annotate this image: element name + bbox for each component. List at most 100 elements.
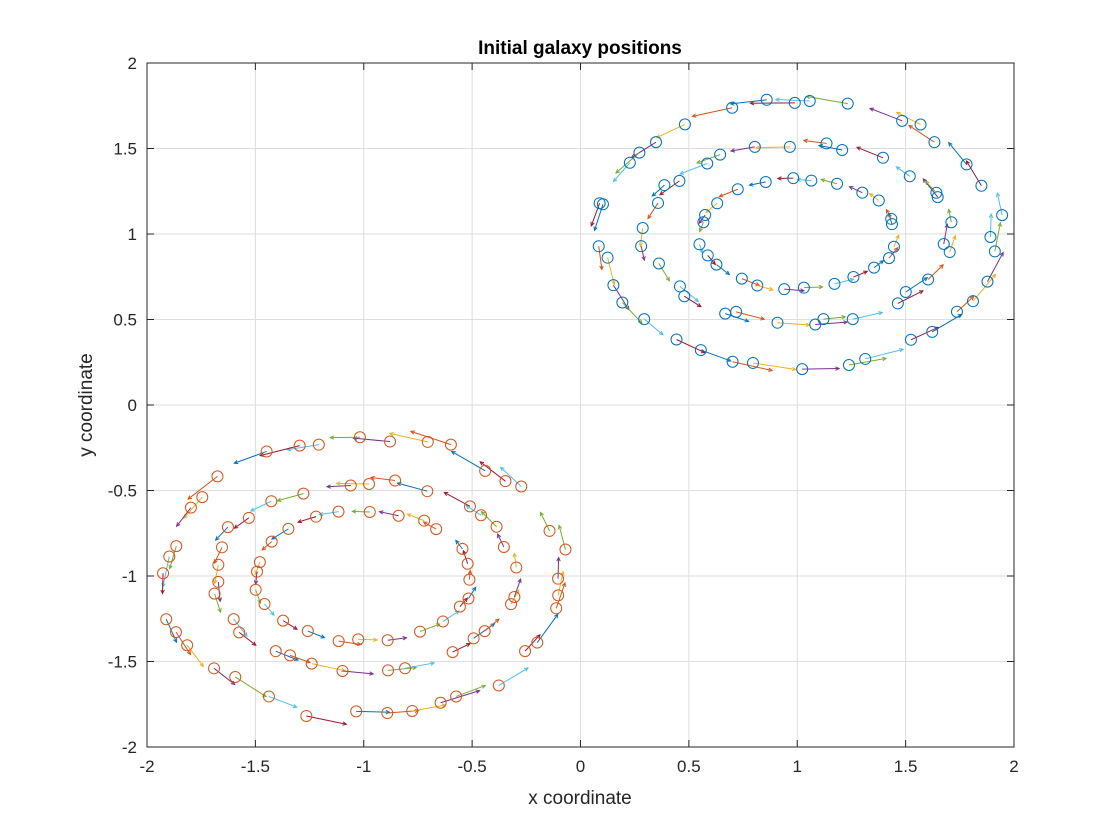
velocity-vector [255, 571, 258, 585]
velocity-arrowhead [774, 97, 780, 102]
velocity-arrowhead [768, 367, 774, 372]
galaxy-point [846, 313, 859, 326]
galaxy-point [436, 615, 449, 628]
galaxy-point [389, 474, 402, 487]
galaxy-point [710, 258, 723, 271]
velocity-arrowhead [658, 330, 664, 336]
galaxy-point [559, 543, 572, 556]
galaxy-point [697, 216, 710, 229]
galaxy-point [678, 290, 691, 303]
velocity-arrowhead [385, 709, 391, 715]
galaxy-point [803, 95, 816, 108]
galaxy-point [751, 279, 764, 292]
velocity-arrowhead [952, 234, 957, 240]
velocity-arrowhead [373, 637, 379, 643]
velocity-vector [594, 204, 604, 231]
galaxy-point [904, 333, 917, 346]
galaxy-point [344, 479, 357, 492]
velocity-arrowhead [641, 256, 646, 262]
galaxy-point [872, 194, 885, 207]
galaxy-point [392, 509, 405, 522]
galaxy-point [382, 664, 395, 677]
velocity-vector [705, 202, 718, 213]
y-tick-label: -0.5 [108, 482, 137, 501]
velocity-arrowhead [213, 579, 218, 585]
velocity-arrowhead [665, 276, 670, 282]
velocity-vector [497, 533, 505, 548]
velocity-vector [736, 311, 765, 320]
velocity-vector [214, 564, 219, 584]
velocity-vector [752, 362, 796, 371]
velocity-arrowhead [561, 581, 566, 587]
velocity-arrowhead [651, 192, 657, 197]
galaxy-point [926, 325, 939, 338]
velocity-vector [927, 264, 944, 280]
galaxy-point [996, 209, 1009, 222]
velocity-arrowhead [554, 613, 559, 619]
galaxy-point [550, 602, 563, 615]
velocity-vector [468, 570, 471, 580]
velocity-arrowhead [402, 636, 408, 641]
galaxy-point [421, 435, 434, 448]
velocity-arrowhead [556, 556, 561, 562]
galaxy-point [885, 218, 898, 231]
velocity-vector [513, 578, 522, 598]
velocity-arrowhead [718, 193, 724, 198]
velocity-arrowhead [868, 192, 874, 198]
velocity-arrowhead [466, 643, 472, 647]
velocity-vector [389, 432, 428, 443]
galaxy-point [352, 633, 365, 646]
galaxy-point [251, 565, 264, 578]
galaxy-point [788, 96, 801, 109]
galaxy-point [836, 144, 849, 157]
galaxy-point [937, 238, 950, 251]
velocity-arrowhead [895, 111, 901, 116]
velocity-arrowhead [406, 513, 412, 518]
velocity-vector [500, 466, 522, 487]
galaxy-point [746, 356, 759, 369]
galaxy-point [170, 540, 183, 553]
galaxy-point [418, 514, 431, 527]
velocity-vector [234, 676, 267, 697]
velocity-vector [539, 512, 550, 532]
velocity-arrowhead [855, 146, 862, 151]
galaxy-point [966, 295, 979, 308]
galaxy-point [635, 240, 648, 253]
velocity-vector [306, 715, 347, 725]
velocity-arrowhead [755, 145, 761, 150]
galaxy-point [242, 511, 255, 524]
galaxy-point [694, 344, 707, 357]
galaxy-point [885, 212, 898, 225]
velocity-arrowhead [776, 176, 782, 181]
velocity-vector [481, 511, 497, 528]
velocity-arrowhead [791, 366, 797, 372]
y-tick-label: -1 [122, 567, 137, 586]
velocity-arrowhead [351, 509, 357, 514]
x-tick-label: 0.5 [677, 757, 701, 776]
velocity-vector [214, 593, 222, 613]
velocity-arrowhead [414, 708, 420, 714]
velocity-arrowhead [293, 656, 300, 661]
velocity-vector [387, 667, 417, 671]
velocity-arrowhead [318, 511, 324, 517]
galaxy-point [771, 316, 784, 329]
galaxy-point [446, 646, 459, 659]
velocity-arrowhead [481, 684, 487, 689]
velocity-arrowhead [755, 282, 761, 287]
velocity-vector [943, 224, 948, 245]
velocity-vector [658, 263, 670, 282]
velocity-vector [358, 638, 378, 641]
galaxy-point [444, 438, 457, 451]
velocity-vector [297, 516, 317, 523]
velocity-arrowhead [497, 533, 502, 539]
velocity-arrowhead [868, 107, 875, 112]
velocity-arrowhead [199, 662, 205, 668]
velocity-vector [213, 667, 236, 685]
velocity-vector [803, 140, 827, 144]
velocity-arrowhead [251, 641, 257, 646]
x-tick-label: 0 [576, 757, 585, 776]
galaxy-point [652, 196, 665, 209]
velocity-arrowhead [698, 219, 704, 225]
velocity-arrowhead [939, 264, 945, 269]
velocity-vector [250, 500, 272, 512]
